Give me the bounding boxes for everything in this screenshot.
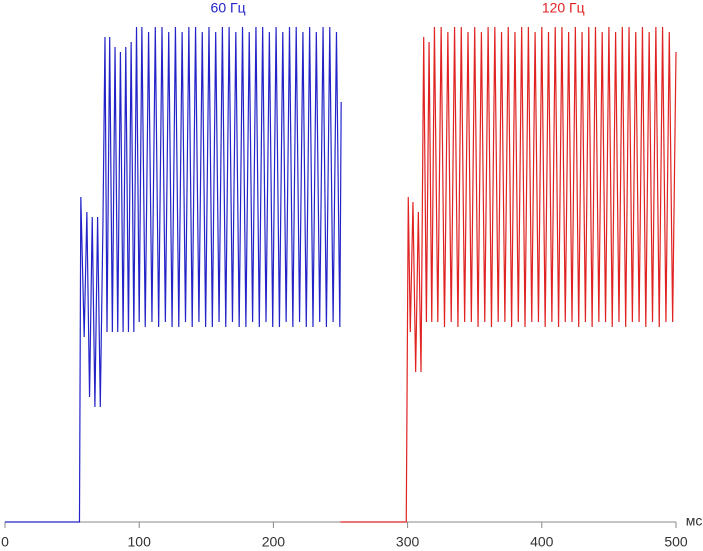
x-tick-label: 100 [128, 534, 152, 550]
x-tick-label: 200 [262, 534, 286, 550]
series-label: 60 Гц [211, 0, 246, 16]
x-tick-label: 300 [396, 534, 420, 550]
series-line [5, 26, 342, 523]
x-tick-label: 500 [664, 534, 688, 550]
x-axis-label: мс [686, 513, 703, 529]
series-label: 120 Гц [542, 0, 585, 16]
x-tick-label: 0 [1, 534, 9, 550]
series-line [340, 26, 677, 523]
x-tick-label: 400 [530, 534, 554, 550]
